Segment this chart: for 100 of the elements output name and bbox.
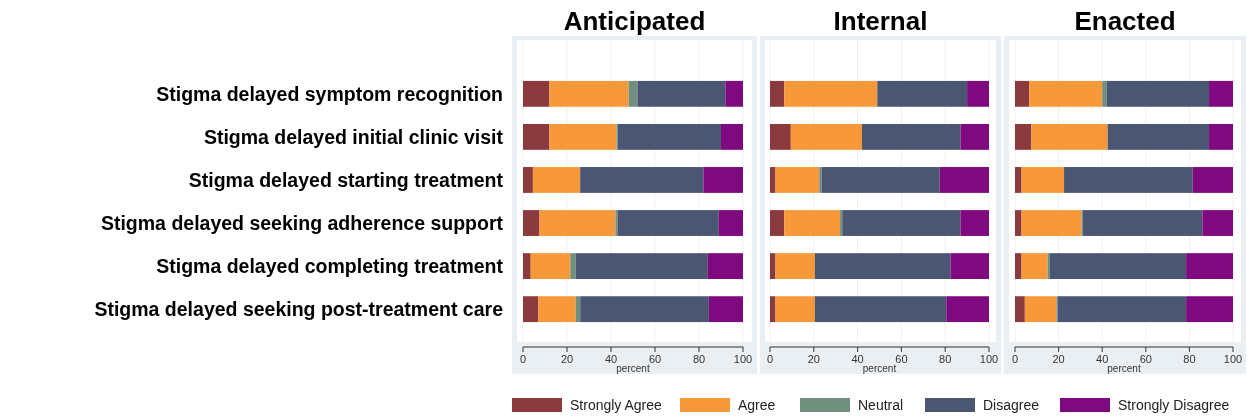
bar [814, 296, 947, 323]
x-tick-label: 20 [560, 353, 574, 365]
bar [549, 80, 629, 107]
bar [960, 123, 989, 150]
bar [1047, 253, 1050, 280]
bar [549, 123, 617, 150]
x-tick-label: 0 [519, 353, 527, 365]
bar [1082, 210, 1203, 236]
bar [1015, 296, 1025, 323]
bar [617, 123, 721, 150]
bar [770, 296, 776, 323]
bar [1015, 253, 1022, 280]
x-tick-label: 20 [1052, 353, 1065, 365]
bar [814, 253, 951, 280]
bar [532, 167, 581, 193]
y-tick-label: Stigma delayed seeking adherence support [100, 211, 504, 234]
bar [637, 80, 726, 107]
bar [819, 167, 822, 193]
bar [575, 253, 708, 280]
bar [523, 80, 550, 107]
bar [842, 210, 961, 236]
y-tick-label: Stigma delayed initial clinic visit [203, 125, 504, 148]
bar [538, 296, 576, 323]
bar [718, 210, 743, 236]
chart-title: Enacted [1074, 6, 1176, 36]
x-axis-title: percent [616, 363, 650, 374]
bar [1106, 80, 1210, 107]
x-tick-label: 80 [939, 353, 952, 365]
bar [784, 80, 878, 107]
bar [1024, 296, 1057, 323]
bar [967, 80, 989, 107]
x-tick-label: 100 [1223, 353, 1243, 365]
x-tick-label: 40 [851, 353, 864, 365]
x-tick-label: 40 [604, 353, 618, 365]
bar [1015, 80, 1030, 107]
bar [1031, 123, 1108, 150]
x-tick-label: 100 [979, 353, 999, 365]
bar [570, 253, 576, 280]
bar [950, 253, 989, 280]
bar [946, 296, 989, 323]
x-tick-label: 80 [1183, 353, 1196, 365]
bar [1049, 253, 1187, 280]
bar [1209, 123, 1233, 150]
x-tick-label: 100 [733, 353, 753, 365]
y-tick-label: Stigma delayed starting treatment [188, 168, 504, 191]
bar [1015, 210, 1022, 236]
chart-title: Anticipated [563, 6, 706, 36]
bar [523, 210, 540, 236]
x-tick-label: 60 [1139, 353, 1152, 365]
bar [530, 253, 571, 280]
bar [721, 123, 743, 150]
bar [1107, 123, 1210, 150]
bar [523, 296, 539, 323]
bar [770, 80, 785, 107]
bar [775, 296, 815, 323]
bar [939, 167, 989, 193]
bar [1029, 80, 1103, 107]
bar [770, 253, 776, 280]
bar [861, 123, 961, 150]
bar [784, 210, 841, 236]
bar [708, 296, 743, 323]
bar [1186, 253, 1233, 280]
legend-label: Disagree [983, 396, 1040, 413]
bar [1202, 210, 1233, 236]
bar [1192, 167, 1233, 193]
x-tick-label: 0 [1011, 353, 1019, 365]
bar [575, 296, 581, 323]
bar [775, 167, 820, 193]
bar [770, 123, 791, 150]
bar [523, 123, 550, 150]
bar [725, 80, 743, 107]
bar [1209, 80, 1233, 107]
x-tick-label: 80 [692, 353, 706, 365]
bar [840, 210, 843, 236]
bar [1186, 296, 1233, 323]
bar [1102, 80, 1107, 107]
bar [775, 253, 815, 280]
bar [1021, 210, 1082, 236]
legend-label: Agree [738, 396, 776, 413]
bar [539, 210, 616, 236]
legend-label: Strongly Disagree [1118, 396, 1230, 413]
bar [628, 80, 638, 107]
bar [1021, 253, 1048, 280]
bar [580, 167, 704, 193]
x-axis-title: percent [862, 363, 897, 374]
y-tick-label: Stigma delayed seeking post-treatment care [94, 297, 504, 320]
y-tick-label: Stigma delayed symptom recognition [156, 82, 503, 105]
legend-label: Strongly Agree [570, 396, 663, 413]
bar [1015, 123, 1032, 150]
x-tick-label: 60 [648, 353, 662, 365]
bar [960, 210, 989, 236]
bar [617, 210, 719, 236]
bar [1015, 167, 1022, 193]
bar [523, 167, 533, 193]
bar [821, 167, 940, 193]
y-tick-label: Stigma delayed completing treatment [156, 254, 504, 277]
bar [1057, 296, 1187, 323]
bar [790, 123, 862, 150]
chart-title: Internal [833, 6, 928, 36]
x-tick-label: 0 [766, 353, 774, 365]
